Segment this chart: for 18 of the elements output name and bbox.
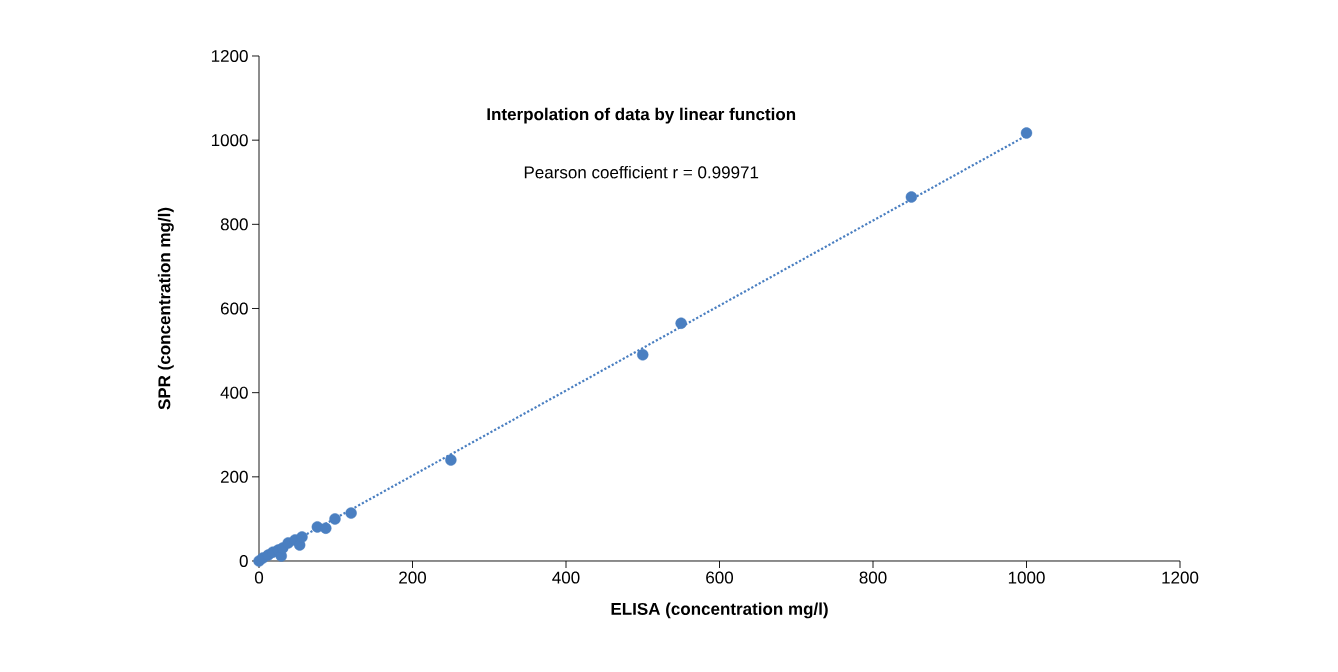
y-tick-label: 800 bbox=[220, 218, 248, 231]
y-axis-title: SPR (concentration mg/l) bbox=[157, 207, 174, 410]
text: Interpolation of data by linear function bbox=[487, 107, 796, 124]
x-tick-label: 1000 bbox=[1008, 571, 1045, 584]
x-tick-label: 400 bbox=[552, 571, 580, 584]
y-tick-label: 1200 bbox=[211, 49, 248, 63]
y-tick-label: 1000 bbox=[211, 134, 248, 147]
x-tick-label: 0 bbox=[254, 571, 264, 584]
y-tick-label: 0 bbox=[239, 554, 248, 568]
y-tick-label: 600 bbox=[220, 302, 248, 315]
x-tick-label: 600 bbox=[706, 571, 734, 584]
y-tick-label: 400 bbox=[220, 386, 248, 399]
annotation: Pearson coefficient r = 0.99971 bbox=[524, 165, 759, 179]
y-tick-label: 200 bbox=[220, 470, 248, 483]
x-tick-label: 1200 bbox=[1162, 571, 1199, 584]
x-tick-label: 800 bbox=[859, 571, 887, 584]
x-tick-label: 200 bbox=[399, 571, 427, 584]
x-axis-title: ELISA (concentration mg/l) bbox=[611, 602, 828, 619]
